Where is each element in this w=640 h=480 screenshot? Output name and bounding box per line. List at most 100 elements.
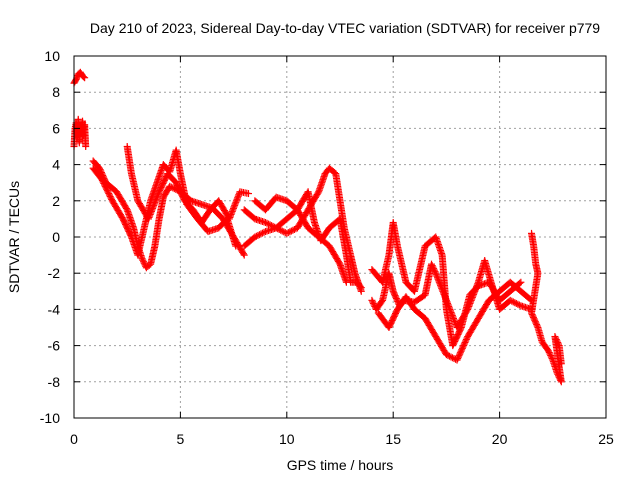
data-point-trail bbox=[351, 268, 359, 276]
data-point-trail bbox=[167, 183, 175, 191]
y-axis-label: SDTVAR / TECUs bbox=[6, 181, 22, 293]
data-point-trail bbox=[430, 265, 438, 273]
data-point-trail bbox=[239, 248, 247, 256]
data-point-trail bbox=[260, 218, 268, 226]
data-point-trail bbox=[509, 298, 517, 306]
data-point-trail bbox=[107, 194, 115, 202]
data-point-trail bbox=[458, 346, 466, 354]
x-axis-label: GPS time / hours bbox=[287, 457, 394, 473]
data-point-trail bbox=[547, 352, 555, 360]
data-point-trail bbox=[187, 204, 195, 212]
data-point bbox=[283, 229, 291, 237]
data-point-trail bbox=[547, 353, 555, 361]
data-point-trail bbox=[473, 317, 481, 325]
data-point-trail bbox=[280, 228, 288, 236]
ticks-layer bbox=[73, 55, 607, 419]
data-point bbox=[453, 356, 461, 364]
data-point-trail bbox=[110, 186, 118, 194]
x-tick-label: 10 bbox=[279, 431, 295, 447]
data-point-trail bbox=[512, 299, 520, 307]
x-tick-label: 15 bbox=[385, 431, 401, 447]
data-point-trail bbox=[243, 189, 251, 197]
data-point-trail bbox=[557, 358, 565, 366]
data-point-trail bbox=[286, 228, 294, 236]
data-point-trail bbox=[554, 340, 562, 348]
data-point-trail bbox=[151, 244, 159, 252]
data-point-trail bbox=[472, 284, 480, 292]
y-tick-label: 10 bbox=[44, 48, 60, 64]
data-point-trail bbox=[258, 229, 266, 237]
y-tick-label: 6 bbox=[52, 120, 60, 136]
data-point-trail bbox=[543, 344, 551, 352]
data-point-trail bbox=[504, 289, 512, 297]
x-tick-label: 5 bbox=[177, 431, 185, 447]
data-point-trail bbox=[445, 352, 453, 360]
data-point-trail bbox=[140, 259, 148, 267]
data-point-trail bbox=[516, 279, 524, 287]
data-point-trail bbox=[447, 353, 455, 361]
data-point-trail bbox=[515, 280, 523, 288]
data-point-trail bbox=[270, 196, 278, 204]
data-point-trail bbox=[329, 167, 337, 175]
data-point-trail bbox=[546, 350, 554, 358]
y-tick-label: 8 bbox=[52, 84, 60, 100]
data-point-trail bbox=[458, 344, 466, 352]
data-point-trail bbox=[122, 203, 130, 211]
data-point-trail bbox=[548, 355, 556, 363]
data-point-trail bbox=[204, 208, 212, 216]
data-point-trail bbox=[533, 322, 541, 330]
data-point-trail bbox=[93, 162, 101, 170]
y-tick-label: 0 bbox=[52, 229, 60, 245]
data-point-trail bbox=[126, 230, 134, 238]
data-point-trail bbox=[430, 330, 438, 338]
data-point-trail bbox=[460, 341, 468, 349]
data-point-trail bbox=[419, 312, 427, 320]
data-point-trail bbox=[454, 355, 462, 363]
data-point bbox=[368, 296, 376, 304]
data-point-trail bbox=[144, 263, 152, 271]
data-point-trail bbox=[260, 228, 268, 236]
data-point-trail bbox=[377, 299, 385, 307]
data-point-trail bbox=[217, 213, 225, 221]
data-point-trail bbox=[342, 277, 350, 285]
y-tick-label: -10 bbox=[40, 410, 60, 426]
data-point-trail bbox=[196, 200, 204, 208]
data-point-trail bbox=[80, 73, 88, 81]
data-point-trail bbox=[249, 235, 257, 243]
data-point-trail bbox=[389, 286, 397, 294]
data-point-trail bbox=[457, 347, 465, 355]
data-point-trail bbox=[461, 338, 469, 346]
data-point-trail bbox=[515, 301, 523, 309]
chart-title: Day 210 of 2023, Sidereal Day-to-day VTE… bbox=[90, 20, 600, 36]
data-point-trail bbox=[152, 180, 160, 188]
data-point-trail bbox=[324, 226, 332, 234]
data-point-trail bbox=[418, 293, 426, 301]
data-point-trail bbox=[456, 349, 464, 357]
data-point-trail bbox=[255, 231, 263, 239]
data-point-trail bbox=[511, 299, 519, 307]
data-point-trail bbox=[369, 298, 377, 306]
data-point-trail bbox=[430, 266, 438, 274]
data-point-trail bbox=[428, 262, 436, 270]
x-tick-label: 0 bbox=[70, 431, 78, 447]
data-point-trail bbox=[170, 176, 178, 184]
data-point-trail bbox=[302, 221, 310, 229]
data-point-trail bbox=[514, 300, 522, 308]
data-point-trail bbox=[356, 282, 364, 290]
data-point-trail bbox=[176, 168, 184, 176]
data-point-trail bbox=[289, 226, 297, 234]
data-point-trail bbox=[284, 229, 292, 237]
data-point-trail bbox=[71, 78, 79, 86]
data-point-trail bbox=[290, 226, 298, 234]
data-point-trail bbox=[456, 326, 464, 334]
data-point-trail bbox=[139, 256, 147, 264]
data-point-trail bbox=[457, 325, 465, 333]
data-point-trail bbox=[140, 258, 148, 266]
data-point-trail bbox=[202, 225, 210, 233]
data-point-trail bbox=[291, 204, 299, 212]
data-point-trail bbox=[302, 209, 310, 217]
data-point-trail bbox=[553, 337, 561, 345]
data-point-trail bbox=[278, 227, 286, 235]
data-point-trail bbox=[456, 350, 464, 358]
